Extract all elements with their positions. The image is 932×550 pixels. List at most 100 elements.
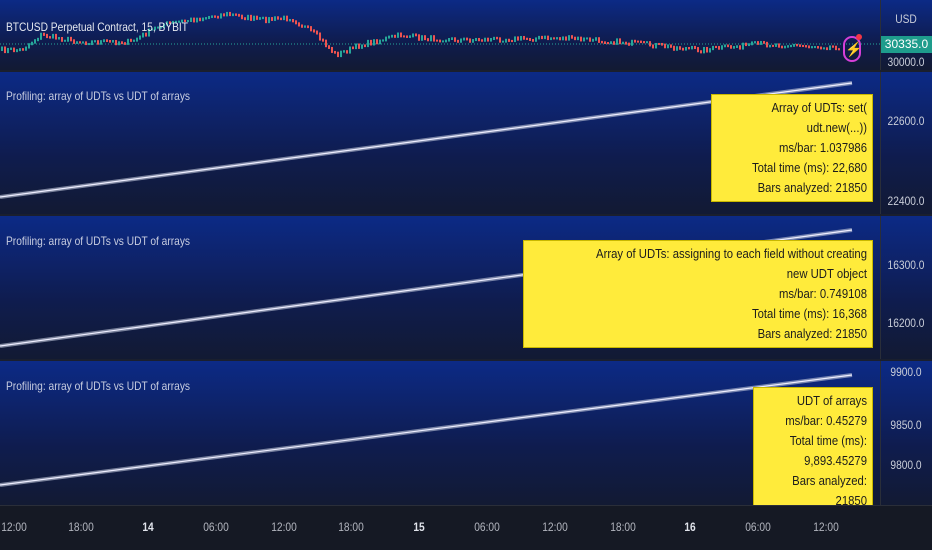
candle: [784, 45, 786, 49]
candle: [136, 37, 138, 42]
time-tick: 14: [142, 520, 154, 534]
candle: [439, 39, 441, 43]
candle: [769, 44, 771, 48]
candle: [124, 42, 126, 45]
profiling-pane-2[interactable]: Profiling: array of UDTs vs UDT of array…: [0, 216, 880, 359]
candlestick-series: [0, 11, 880, 58]
candle: [640, 40, 642, 44]
candle: [475, 37, 477, 42]
candle: [472, 39, 474, 43]
candle: [607, 42, 609, 45]
candle: [97, 40, 99, 45]
time-tick: 06:00: [745, 520, 771, 534]
candle: [685, 46, 687, 51]
candle: [217, 15, 219, 19]
price-label: 30000.0: [887, 55, 925, 69]
time-axis[interactable]: 12:00 18:00 14 06:00 12:00 18:00 15 06:00 12:00 1…: [0, 505, 932, 550]
pane-separator[interactable]: [0, 70, 932, 72]
main-chart-pane[interactable]: BTCUSD Perpetual Contract, 15, BYBIT: [0, 0, 880, 70]
stats-heading: Array of UDTs: set( udt.new(...)): [771, 100, 867, 135]
candle: [550, 37, 552, 41]
candle: [811, 46, 813, 49]
candle: [322, 38, 324, 42]
candle: [661, 42, 663, 46]
candle: [478, 37, 480, 42]
candle: [115, 39, 117, 46]
candle: [379, 39, 381, 45]
profiling-pane-3[interactable]: Profiling: array of UDTs vs UDT of array…: [0, 361, 880, 505]
candle: [178, 20, 180, 23]
candle: [526, 37, 528, 40]
time-tick: 15: [413, 520, 425, 534]
candle: [736, 45, 738, 48]
candle: [394, 34, 396, 38]
candle: [361, 44, 363, 49]
candle: [646, 41, 648, 44]
candle: [511, 39, 513, 43]
candle: [226, 11, 228, 17]
pane-3-price-axis[interactable]: 9900.0 9850.0 9800.0: [880, 361, 932, 505]
candle: [70, 36, 72, 42]
pane-2-price-axis[interactable]: 16300.0 16200.0: [880, 216, 932, 359]
candle: [43, 32, 45, 36]
candle: [346, 50, 348, 54]
candle: [448, 37, 450, 42]
candle: [76, 41, 78, 44]
candle: [349, 46, 351, 54]
candle: [142, 32, 144, 38]
candle: [817, 46, 819, 49]
profiling-pane-1[interactable]: Profiling: array of UDTs vs UDT of array…: [0, 72, 880, 214]
main-price-axis[interactable]: USD 30000.0: [880, 0, 932, 70]
candle: [283, 15, 285, 21]
candle: [466, 37, 468, 41]
axis-tick: 22400.0: [887, 194, 925, 208]
indicator-title[interactable]: Profiling: array of UDTs vs UDT of array…: [6, 234, 191, 248]
indicator-title[interactable]: Profiling: array of UDTs vs UDT of array…: [6, 379, 191, 393]
lightning-icon[interactable]: ⚡: [843, 36, 862, 62]
candle: [202, 17, 204, 22]
candle: [418, 34, 420, 41]
candle: [721, 45, 723, 50]
candle: [715, 45, 717, 49]
candle: [763, 40, 765, 44]
candle: [4, 46, 6, 54]
symbol-title[interactable]: BTCUSD Perpetual Contract, 15, BYBIT: [6, 20, 188, 34]
indicator-title[interactable]: Profiling: array of UDTs vs UDT of array…: [6, 89, 191, 103]
candle: [199, 17, 201, 22]
candle: [49, 36, 51, 39]
candle: [487, 37, 489, 42]
candle: [586, 37, 588, 40]
candle: [655, 42, 657, 49]
pane-separator[interactable]: [0, 214, 932, 216]
candle: [10, 47, 12, 50]
stats-label-box: Array of UDTs: assigning to each field w…: [523, 240, 873, 348]
candle: [409, 35, 411, 38]
candle: [460, 38, 462, 43]
candle: [388, 35, 390, 39]
candle: [289, 18, 291, 22]
candle: [760, 40, 762, 45]
candle: [280, 17, 282, 21]
candle: [235, 13, 237, 16]
candle: [703, 46, 705, 54]
stats-label-box: UDT of arrays ms/bar: 0.45279 Total time…: [753, 387, 873, 505]
candle: [805, 45, 807, 48]
candle: [592, 38, 594, 42]
candle: [103, 39, 105, 43]
pane-1-price-axis[interactable]: 22600.0 22400.0: [880, 72, 932, 214]
time-tick: 12:00: [271, 520, 297, 534]
time-tick: 18:00: [68, 520, 94, 534]
candle: [382, 39, 384, 42]
candle: [109, 39, 111, 43]
candle: [400, 32, 402, 38]
candle: [268, 17, 270, 24]
candle: [52, 33, 54, 39]
candle: [691, 45, 693, 50]
candle: [259, 17, 261, 20]
pane-separator[interactable]: [0, 359, 932, 361]
candle: [340, 50, 342, 58]
candle: [571, 35, 573, 39]
time-tick: 12:00: [1, 520, 27, 534]
candle: [85, 41, 87, 46]
candle: [790, 44, 792, 48]
